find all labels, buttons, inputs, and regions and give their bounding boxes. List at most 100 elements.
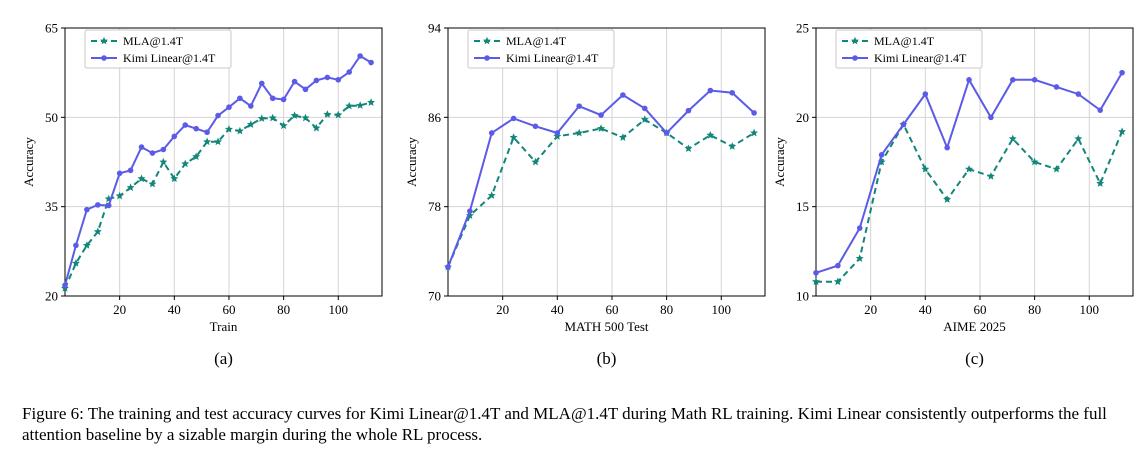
data-point: [301, 113, 310, 122]
x-tick-label: 60: [973, 302, 986, 317]
data-point: [268, 113, 277, 122]
data-point: [1053, 84, 1060, 90]
data-point: [357, 53, 363, 59]
legend-label: MLA@1.4T: [874, 34, 935, 48]
data-point: [93, 227, 102, 236]
data-point: [813, 269, 819, 276]
data-point: [855, 254, 864, 262]
x-tick-label: 100: [329, 302, 349, 317]
series-mla: [61, 98, 376, 292]
series-kimi-linear: [445, 87, 757, 270]
series-mla: [812, 120, 1127, 286]
data-point: [641, 105, 648, 112]
data-point: [127, 167, 134, 174]
legend-marker: [851, 36, 859, 45]
x-tick-label: 20: [113, 302, 126, 317]
data-point: [575, 128, 584, 137]
data-point: [149, 150, 156, 156]
series-kimi-linear: [62, 53, 374, 289]
data-point: [856, 225, 863, 231]
data-point: [237, 95, 243, 102]
data-point: [313, 77, 320, 84]
data-point: [729, 89, 736, 96]
data-point: [226, 104, 232, 111]
data-point: [324, 74, 331, 81]
data-point: [126, 183, 135, 192]
data-point: [509, 133, 518, 141]
data-point: [1119, 69, 1125, 76]
data-point: [368, 59, 374, 66]
data-point: [640, 115, 649, 123]
data-point: [554, 130, 561, 136]
legend-marker: [852, 55, 858, 61]
data-point: [1118, 127, 1127, 136]
data-point: [553, 132, 562, 140]
data-point: [148, 179, 157, 188]
data-point: [531, 157, 540, 166]
legend-marker: [100, 36, 108, 45]
data-point: [921, 164, 930, 173]
data-point: [510, 115, 517, 122]
data-point: [323, 110, 332, 118]
legend-label: Kimi Linear@1.4T: [506, 51, 599, 65]
x-tick-label: 60: [605, 302, 618, 317]
data-point: [1009, 77, 1016, 83]
legend-label: Kimi Linear@1.4T: [123, 51, 216, 65]
data-point: [356, 101, 365, 109]
data-point: [345, 101, 354, 110]
y-tick-label: 70: [428, 289, 441, 304]
data-point: [280, 96, 287, 103]
data-point: [258, 80, 265, 87]
data-point: [159, 157, 168, 166]
data-point: [290, 111, 299, 119]
y-tick-label: 86: [428, 110, 442, 125]
data-point: [532, 123, 539, 130]
x-tick-label: 20: [864, 302, 877, 317]
data-point: [246, 120, 255, 128]
data-point: [707, 87, 714, 94]
x-tick-label: 60: [222, 302, 235, 317]
panel-label: (a): [214, 349, 233, 368]
data-point: [269, 95, 276, 102]
chart-panel-3: 20 40 60 80 100 10 15 20 25 AIME 2025 Accuracy (c) M…: [772, 21, 1134, 368]
data-point: [203, 137, 212, 146]
data-point: [335, 77, 342, 83]
data-point: [204, 129, 210, 136]
data-point: [235, 126, 244, 135]
y-tick-label: 10: [796, 289, 809, 304]
series-line: [64, 54, 372, 286]
data-point: [160, 146, 167, 153]
legend-label: MLA@1.4T: [506, 34, 567, 48]
y-tick-label: 20: [796, 110, 809, 125]
data-point: [663, 130, 670, 136]
chart-panel-2: 20 40 60 80 100 70 78 86 94 MATH 500 Test Accuracy…: [404, 21, 766, 368]
data-point: [1030, 157, 1039, 166]
data-point: [487, 191, 496, 199]
data-point: [115, 191, 124, 200]
x-tick-label: 100: [1080, 302, 1100, 317]
x-axis-label: Train: [210, 319, 238, 334]
y-tick-label: 65: [45, 21, 58, 36]
legend-marker: [483, 36, 491, 45]
data-point: [367, 98, 376, 106]
data-point: [73, 242, 79, 249]
data-point: [620, 92, 626, 98]
series-line: [447, 118, 755, 268]
data-point: [302, 86, 309, 93]
y-tick-label: 78: [428, 199, 441, 214]
data-point: [944, 144, 950, 151]
data-point: [445, 264, 451, 270]
data-point: [1031, 77, 1038, 83]
data-point: [1075, 91, 1082, 97]
data-point: [728, 142, 737, 150]
data-point: [215, 112, 221, 119]
data-point: [224, 125, 233, 133]
data-point: [193, 125, 199, 132]
data-point: [334, 110, 343, 119]
data-point: [597, 124, 606, 132]
data-point: [346, 69, 353, 75]
data-point: [82, 241, 91, 249]
y-tick-label: 15: [796, 199, 809, 214]
data-point: [750, 128, 759, 137]
data-point: [62, 282, 68, 289]
